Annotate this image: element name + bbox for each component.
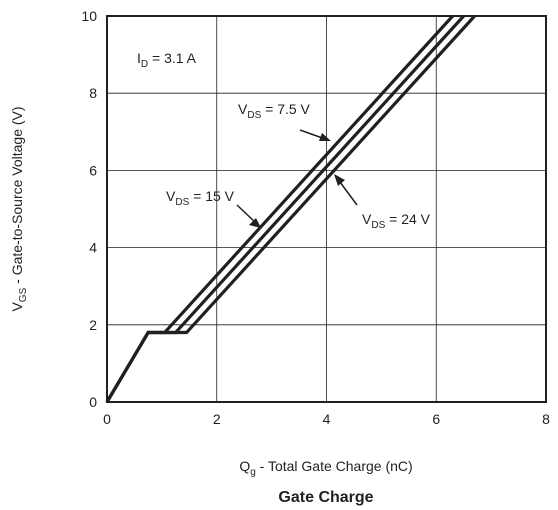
x-tick-label: 8 [542, 411, 550, 427]
x-tick-label: 6 [432, 411, 440, 427]
series-line-vds-24 [105, 14, 476, 403]
arrow-head-vds-7-5 [319, 133, 331, 141]
x-tick-label: 2 [213, 411, 221, 427]
chart-title: Gate Charge [278, 489, 373, 506]
plot-frame [106, 15, 547, 403]
annotation-arrows [236, 129, 358, 228]
series-line-vds-7-5 [105, 14, 454, 403]
y-axis-label: VGS - Gate-to-Source Voltage (V) [9, 106, 29, 311]
y-tick-label: 0 [89, 394, 97, 410]
x-axis-label: Qg - Total Gate Charge (nC) [239, 458, 412, 478]
x-tick-label: 4 [323, 411, 331, 427]
y-tick-label: 2 [89, 317, 97, 333]
arrow-head-vds-24 [334, 174, 345, 186]
y-tick-labels: 0 2 4 6 8 10 [81, 8, 97, 410]
series-line-vds-15 [105, 14, 465, 403]
y-tick-label: 6 [89, 162, 97, 178]
x-tick-label: 0 [103, 411, 111, 427]
y-tick-label: 8 [89, 85, 97, 101]
x-tick-labels: 0 2 4 6 8 [103, 411, 550, 427]
series-label-vds-15: VDS = 15 V [166, 188, 235, 208]
y-tick-label: 4 [89, 240, 97, 256]
series-label-vds-7-5: VDS = 7.5 V [238, 101, 311, 121]
condition-label: ID = 3.1 A [137, 50, 197, 70]
y-tick-label: 10 [81, 8, 97, 24]
series-lines [105, 14, 476, 403]
arrow-head-vds-15 [249, 218, 261, 228]
grid-lines [107, 16, 546, 402]
series-label-vds-24: VDS = 24 V [362, 211, 431, 231]
